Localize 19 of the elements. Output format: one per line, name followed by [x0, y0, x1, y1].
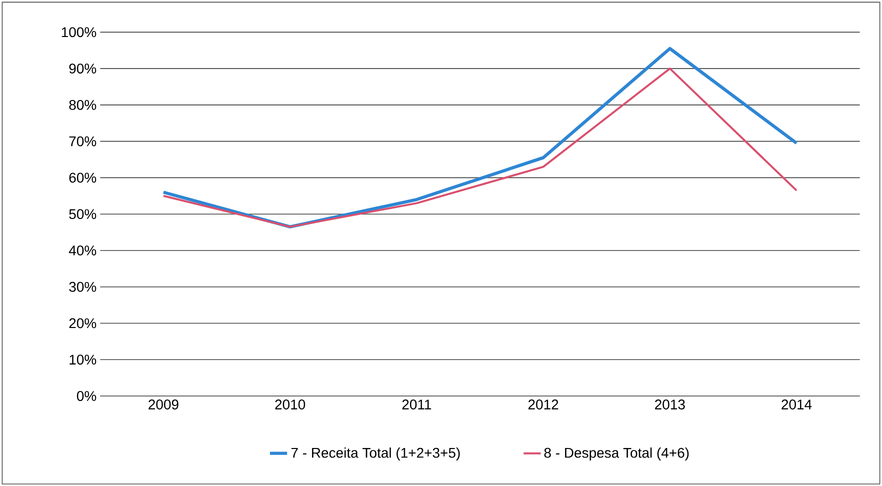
y-tick-label: 40% — [68, 245, 96, 256]
y-tick-label: 90% — [69, 64, 96, 74]
x-tick-label: 2012 — [528, 399, 558, 410]
y-tick-label: 10% — [70, 354, 96, 365]
legend-label: 8 - Despesa Total (4+6) — [544, 447, 689, 460]
y-tick-label: 20% — [69, 318, 96, 328]
x-tick-label: 2011 — [402, 399, 432, 410]
y-tick-label: 80% — [69, 100, 96, 110]
y-tick-label: 30% — [69, 282, 96, 292]
y-tick-label: 100% — [62, 27, 96, 38]
x-tick-label: 2009 — [148, 399, 178, 410]
x-tick-label: 2013 — [655, 399, 685, 410]
x-tick-label: 2010 — [275, 399, 306, 410]
y-tick-label: 50% — [69, 209, 96, 219]
y-tick-label: 0% — [76, 390, 96, 401]
legend-label: 7 - Receita Total (1+2+3+5) — [291, 447, 460, 460]
y-tick-label: 70% — [69, 136, 96, 146]
y-tick-label: 60% — [69, 172, 96, 183]
x-tick-label: 2014 — [782, 399, 812, 410]
